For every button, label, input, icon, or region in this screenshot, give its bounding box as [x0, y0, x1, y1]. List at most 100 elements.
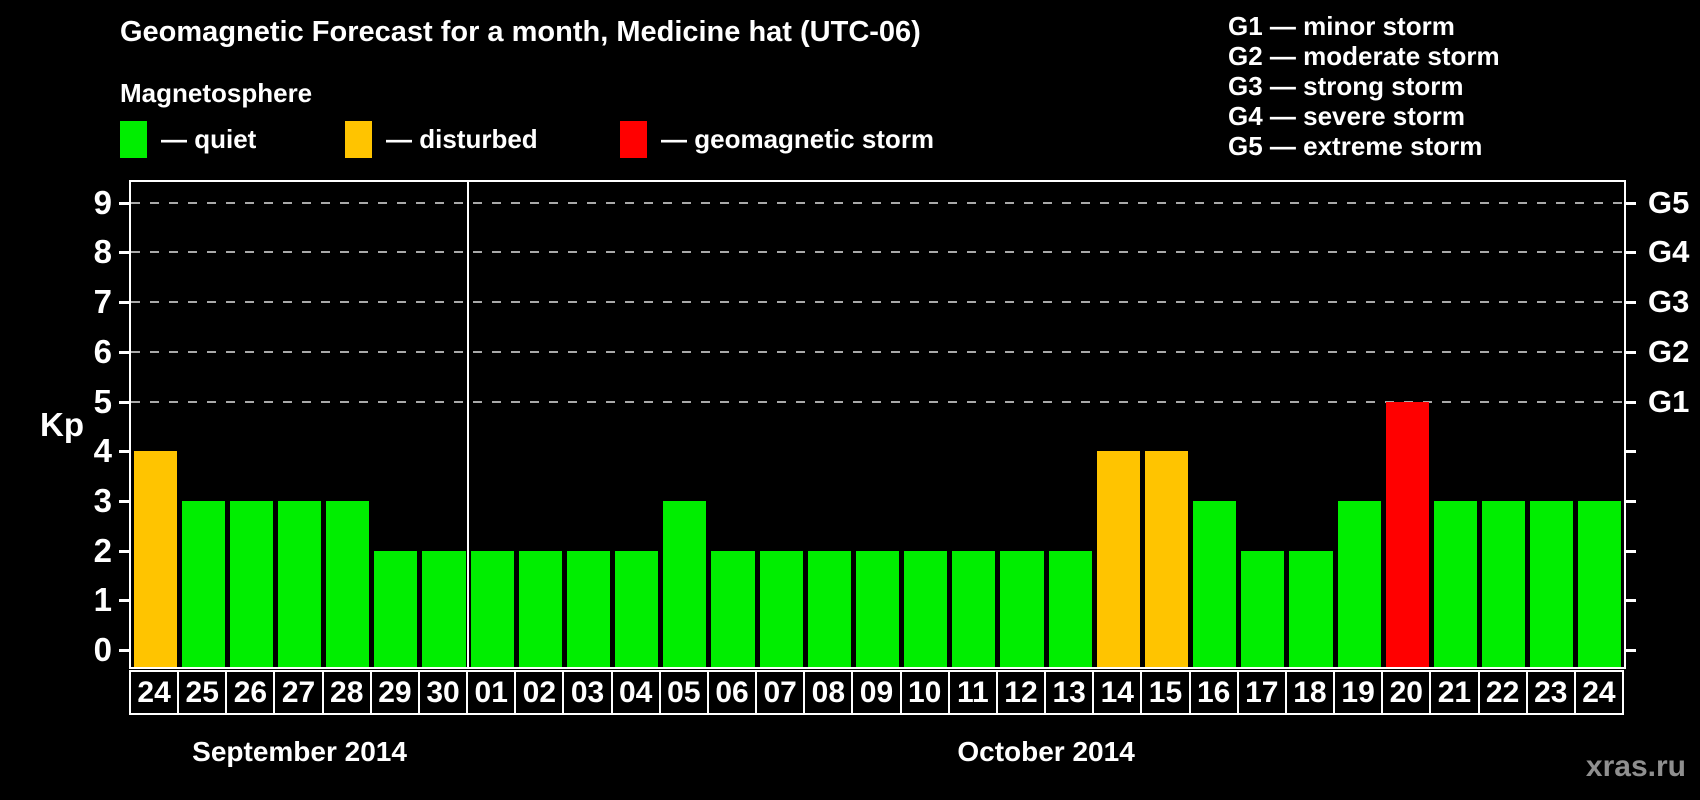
kp-bar-26: [229, 500, 273, 667]
legend-label: — geomagnetic storm: [661, 124, 935, 154]
date-cell-28: 28: [321, 670, 372, 715]
disturbed-swatch-icon: [345, 121, 372, 158]
legend-label: — quiet: [161, 124, 257, 154]
y-tick-label-6: 6: [93, 332, 112, 370]
plot-area: [129, 180, 1626, 669]
kp-bar-01: [470, 550, 514, 667]
y-tick-label-1: 1: [93, 581, 112, 619]
date-cell-02: 02: [514, 670, 565, 715]
y-axis-tick-left: [119, 400, 130, 404]
y-tick-label-9: 9: [93, 183, 112, 221]
y-axis-tick-left: [119, 599, 130, 603]
date-cell-30: 30: [417, 670, 469, 715]
y-axis-tick-left: [119, 649, 130, 652]
magnetosphere-label: Magnetosphere: [120, 78, 313, 108]
kp-bar-08: [807, 550, 851, 667]
y-axis-tick-right: [1625, 649, 1636, 652]
kp-bar-28: [326, 500, 370, 667]
kp-bar-03: [566, 550, 611, 667]
y-tick-label-2: 2: [93, 531, 112, 569]
y-axis-label: Kp: [40, 406, 84, 443]
y-tick-label-3: 3: [93, 481, 112, 519]
date-cell-18: 18: [1284, 670, 1336, 715]
date-cell-16: 16: [1188, 670, 1239, 715]
date-cell-03: 03: [562, 670, 613, 715]
date-cell-09: 09: [851, 670, 902, 715]
y-tick-label-4: 4: [93, 432, 112, 470]
g-storm-legend-line: G2 — moderate storm: [1228, 41, 1500, 71]
gridline-kp9: [131, 201, 1624, 204]
y-axis-tick-left: [119, 549, 130, 553]
kp-bar-04: [615, 550, 659, 667]
kp-bar-15: [1144, 451, 1189, 667]
month-label: September 2014: [192, 736, 407, 767]
kp-bar-27: [277, 500, 322, 667]
date-cell-08: 08: [803, 670, 854, 715]
date-cell-27: 27: [273, 670, 324, 715]
kp-bar-02: [518, 550, 562, 667]
y-axis-tick-left: [119, 350, 130, 354]
kp-bar-23: [1530, 500, 1574, 667]
y-axis-tick-left: [119, 201, 130, 205]
kp-bar-06: [711, 550, 755, 667]
kp-bar-05: [663, 500, 707, 667]
kp-bar-21: [1433, 500, 1477, 667]
chart-title: Geomagnetic Forecast for a month, Medici…: [120, 16, 921, 48]
kp-bar-29: [374, 550, 418, 667]
date-cell-15: 15: [1140, 670, 1191, 715]
watermark: xras.ru: [1585, 750, 1686, 783]
date-cell-25: 25: [177, 670, 228, 715]
y-axis-tick-right: [1625, 499, 1636, 503]
y-axis-tick-right: [1625, 251, 1636, 255]
month-separator-line: [467, 182, 470, 667]
y-tick-label-0: 0: [93, 631, 112, 668]
kp-bar-11: [952, 550, 996, 667]
kp-bar-25: [181, 500, 225, 667]
y-axis-tick-right: [1625, 350, 1636, 354]
date-cell-17: 17: [1236, 670, 1287, 715]
y-axis-tick-left: [119, 301, 130, 305]
date-cell-14: 14: [1092, 670, 1143, 715]
date-cell-01: 01: [466, 670, 517, 715]
kp-bar-19: [1337, 500, 1381, 667]
gridline-kp8: [131, 251, 1624, 254]
y-axis-tick-right: [1625, 549, 1636, 553]
date-cell-19: 19: [1333, 670, 1384, 715]
date-cell-26: 26: [225, 670, 276, 715]
kp-bar-17: [1241, 550, 1285, 667]
date-cell-13: 13: [1044, 670, 1095, 715]
g-scale-label-G1: G1: [1648, 383, 1690, 419]
y-axis-tick-left: [119, 450, 130, 454]
date-cell-21: 21: [1429, 670, 1480, 715]
gridline-kp5: [131, 400, 1624, 403]
date-cell-24: 24: [129, 670, 180, 715]
g-scale-label-G3: G3: [1648, 284, 1690, 320]
legend-label: — disturbed: [386, 124, 538, 154]
g-storm-legend-line: G5 — extreme storm: [1228, 131, 1483, 161]
y-axis-tick-right: [1625, 450, 1636, 454]
kp-bar-20: [1385, 401, 1429, 667]
y-tick-label-5: 5: [93, 382, 112, 420]
y-axis-tick-right: [1625, 201, 1636, 205]
kp-bar-13: [1048, 550, 1092, 667]
date-cell-04: 04: [610, 670, 661, 715]
legend-item-storm: — geomagnetic storm: [620, 121, 934, 158]
storm-swatch-icon: [620, 121, 647, 158]
date-cell-22: 22: [1477, 670, 1528, 715]
date-cell-05: 05: [658, 670, 709, 715]
y-axis-tick-right: [1625, 400, 1636, 404]
date-cell-07: 07: [755, 670, 806, 715]
date-cell-20: 20: [1381, 670, 1432, 715]
date-cell-10: 10: [899, 670, 950, 715]
date-cell-29: 29: [369, 670, 420, 715]
gridline-kp6: [131, 350, 1624, 353]
kp-bar-14: [1096, 451, 1140, 667]
legend-item-disturbed: — disturbed: [345, 121, 538, 158]
quiet-swatch-icon: [120, 121, 147, 158]
kp-bar-18: [1289, 550, 1333, 667]
month-label: October 2014: [957, 736, 1135, 767]
g-storm-legend-line: G3 — strong storm: [1228, 71, 1464, 101]
y-axis-tick-left: [119, 251, 130, 255]
kp-bar-09: [855, 550, 900, 667]
legend-item-quiet: — quiet: [120, 121, 256, 158]
